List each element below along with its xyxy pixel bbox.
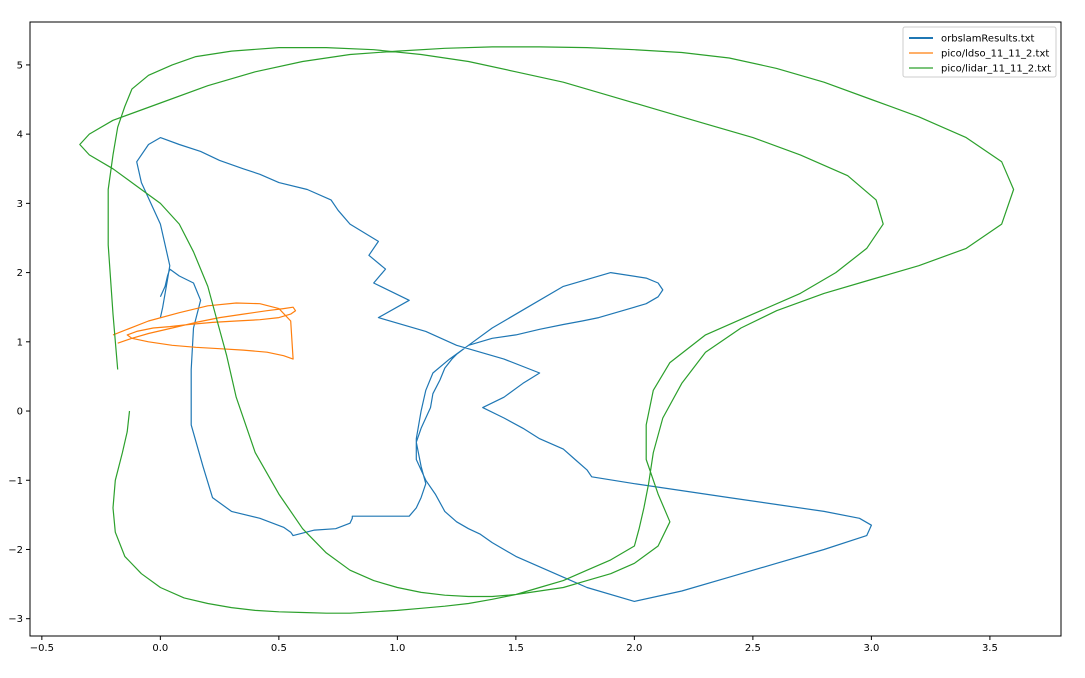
x-tick-label: −0.5: [30, 643, 54, 654]
legend-label-1: orbslamResults.txt: [941, 34, 1035, 45]
x-tick-label: 3.0: [863, 643, 879, 654]
y-tick-label: 5: [17, 60, 23, 71]
y-tick-label: −1: [8, 476, 23, 487]
legend: orbslamResults.txt pico/ldso_11_11_2.txtp…: [902, 26, 1057, 78]
y-tick-label: 0: [17, 407, 23, 418]
series-line-2: [112, 302, 297, 360]
x-tick-label: 0.0: [152, 643, 168, 654]
y-tick-label: 3: [17, 199, 23, 210]
x-tick-label: 0.5: [271, 643, 287, 654]
x-axis-ticks: −0.5 0.0 0.5 1.0 1.5 2.0 2.5 3.0 3.5: [30, 636, 998, 654]
x-tick-label: 3.5: [982, 643, 998, 654]
legend-label-2: pico/ldso_11_11_2.txt: [941, 49, 1049, 60]
x-tick-label: 1.0: [389, 643, 405, 654]
y-tick-label: 2: [17, 268, 23, 279]
x-tick-label: 2.0: [626, 643, 642, 654]
x-tick-label: 2.5: [745, 643, 761, 654]
series-line-1: [136, 137, 873, 603]
y-tick-label: 4: [17, 130, 23, 141]
legend-box: [902, 26, 1057, 78]
series-layer: [79, 46, 1015, 614]
series-line-3: [79, 46, 1015, 614]
x-tick-label: 1.5: [508, 643, 524, 654]
y-tick-label: −2: [8, 545, 23, 556]
axes-frame: [29, 21, 1062, 637]
y-axis-ticks: −3 −2 −1 0 1 2 3 4 5: [8, 60, 30, 625]
legend-label-3: pico/lidar_11_11_2.txt: [941, 64, 1051, 75]
y-tick-label: −3: [8, 614, 23, 625]
y-tick-label: 1: [17, 337, 23, 348]
